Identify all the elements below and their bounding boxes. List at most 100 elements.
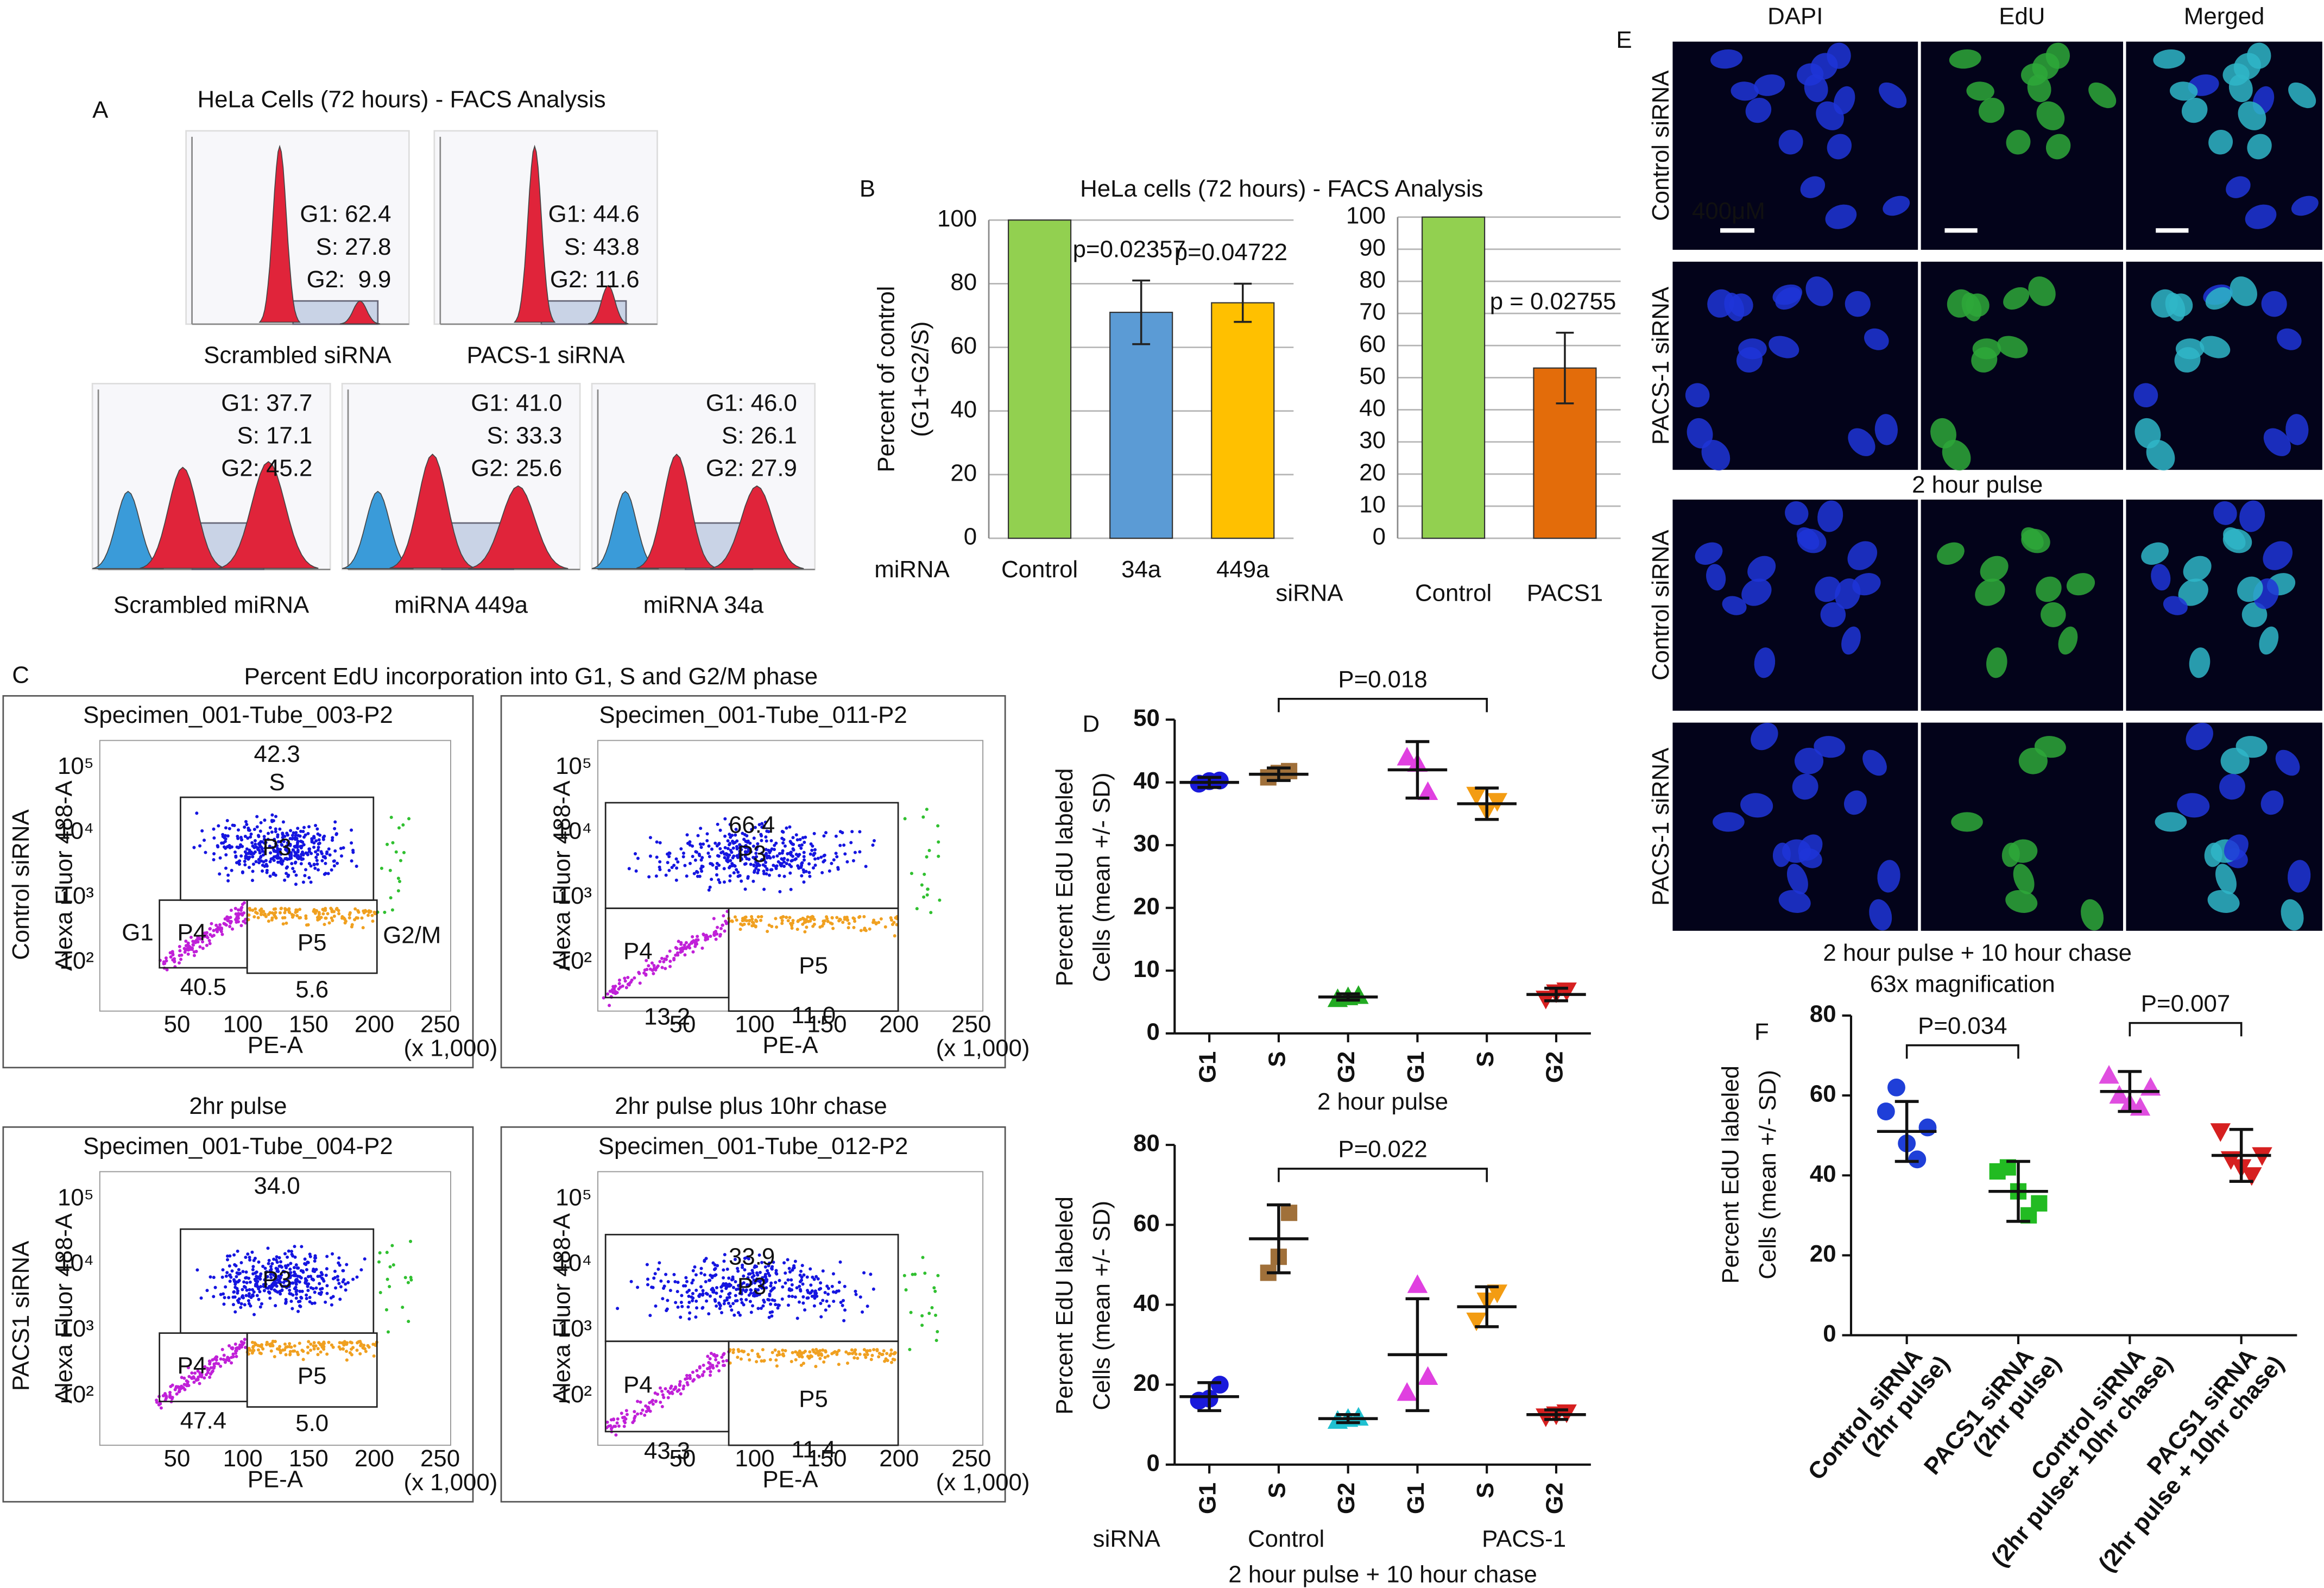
facs-dot <box>239 1306 243 1309</box>
facs-dot <box>238 1271 242 1275</box>
facs-dot <box>258 829 262 833</box>
facs-dot <box>407 1320 411 1324</box>
y-tick-label: 20 <box>1359 459 1386 486</box>
facs-dot <box>312 1344 315 1348</box>
facs-dot <box>841 1299 845 1302</box>
facs-dot <box>341 1347 345 1351</box>
facs-dot <box>795 1286 799 1290</box>
cell-cycle-stat: G2: 9.9 <box>307 266 391 293</box>
facs-dot <box>703 1258 706 1262</box>
facs-dot <box>218 856 222 860</box>
facs-dot <box>682 1384 686 1388</box>
facs-dot <box>264 1271 268 1275</box>
facs-dot <box>667 855 671 859</box>
facs-dot <box>672 1272 676 1276</box>
nucleus <box>2178 578 2208 606</box>
nucleus <box>1817 500 1843 532</box>
facs-dot <box>320 1345 324 1349</box>
facs-dot <box>691 1299 694 1303</box>
facs-y-tick-label: 10² <box>558 1381 592 1408</box>
facs-dot <box>769 1284 773 1288</box>
y-tick-label: 40 <box>1133 1290 1160 1316</box>
facs-dot <box>252 915 256 919</box>
facs-dot <box>258 1351 262 1355</box>
facs-dot <box>633 852 637 856</box>
facs-dot <box>609 1427 613 1431</box>
facs-dot <box>797 1300 801 1304</box>
facs-dot <box>736 1269 740 1273</box>
facs-dot <box>242 901 246 905</box>
facs-dot <box>281 922 285 926</box>
facs-dot <box>691 1291 694 1295</box>
nucleus <box>1815 576 1841 602</box>
facs-dot <box>936 1274 940 1277</box>
facs-dot <box>264 1275 268 1279</box>
facs-dot <box>215 1355 219 1359</box>
facs-dot <box>292 913 295 917</box>
facs-dot <box>930 1306 934 1309</box>
nucleus <box>1710 49 1743 69</box>
facs-dot <box>762 1300 766 1304</box>
facs-dot <box>702 1363 705 1367</box>
facs-dot <box>248 1288 251 1291</box>
facs-dot <box>883 1359 887 1363</box>
facs-dot <box>753 825 757 829</box>
facs-dot <box>723 1253 727 1257</box>
facs-dot <box>312 835 316 839</box>
facs-dot <box>257 1287 261 1291</box>
facs-dot <box>390 1244 394 1247</box>
facs-dot <box>697 852 701 856</box>
facs-dot <box>787 1294 791 1298</box>
facs-dot <box>237 1297 241 1301</box>
nucleus <box>2208 130 2233 155</box>
facs-dot <box>843 1284 847 1288</box>
facs-y-label: Alexa Fluor 488-A <box>549 780 576 971</box>
facs-dot <box>627 867 631 871</box>
nucleus <box>2288 82 2316 109</box>
facs-dot <box>630 978 634 982</box>
facs-dot <box>337 1282 341 1285</box>
nucleus <box>1794 747 1824 774</box>
facs-dot <box>705 839 709 842</box>
facs-dot <box>722 880 726 884</box>
facs-dot <box>190 1376 193 1380</box>
facs-header: Specimen_001-Tube_011-P2 <box>599 702 907 728</box>
facs-dot <box>830 1352 834 1356</box>
facs-dot <box>699 858 703 862</box>
facs-dot <box>723 834 727 838</box>
facs-dot <box>700 1373 705 1377</box>
bar <box>1007 219 1072 539</box>
facs-dot <box>325 1291 329 1295</box>
facs-dot <box>293 1245 296 1249</box>
g1-value: 47.4 <box>180 1407 226 1434</box>
facs-dot <box>247 866 251 869</box>
facs-dot <box>714 929 718 933</box>
facs-dot <box>686 1305 690 1309</box>
facs-dot <box>740 858 744 861</box>
facs-dot <box>263 850 267 854</box>
facs-dot <box>317 846 320 849</box>
facs-dot <box>677 1388 681 1392</box>
nucleus <box>1862 749 1887 776</box>
facs-dot <box>820 1353 824 1357</box>
facs-dot <box>803 1350 807 1353</box>
facs-dot <box>712 1290 716 1294</box>
facs-dot <box>781 1348 785 1352</box>
facs-dot <box>874 921 877 925</box>
facs-dot <box>731 846 735 850</box>
facs-dot <box>266 1246 270 1250</box>
facs-dot <box>243 1303 247 1307</box>
facs-y-tick-label: 10⁵ <box>58 1184 94 1211</box>
facs-dot <box>203 1365 207 1369</box>
facs-dot <box>290 836 294 840</box>
facs-dot <box>904 1288 908 1292</box>
facs-dot <box>817 1353 820 1357</box>
image-caption: 2 hour pulse + 10 hour chase <box>1823 940 2132 966</box>
facs-dot <box>200 940 205 944</box>
nucleus <box>2045 42 2070 69</box>
facs-dot <box>212 1295 216 1299</box>
nucleus <box>1814 736 1846 758</box>
facs-dot <box>407 817 411 821</box>
facs-dot <box>309 880 313 884</box>
facs-dot <box>757 823 761 827</box>
